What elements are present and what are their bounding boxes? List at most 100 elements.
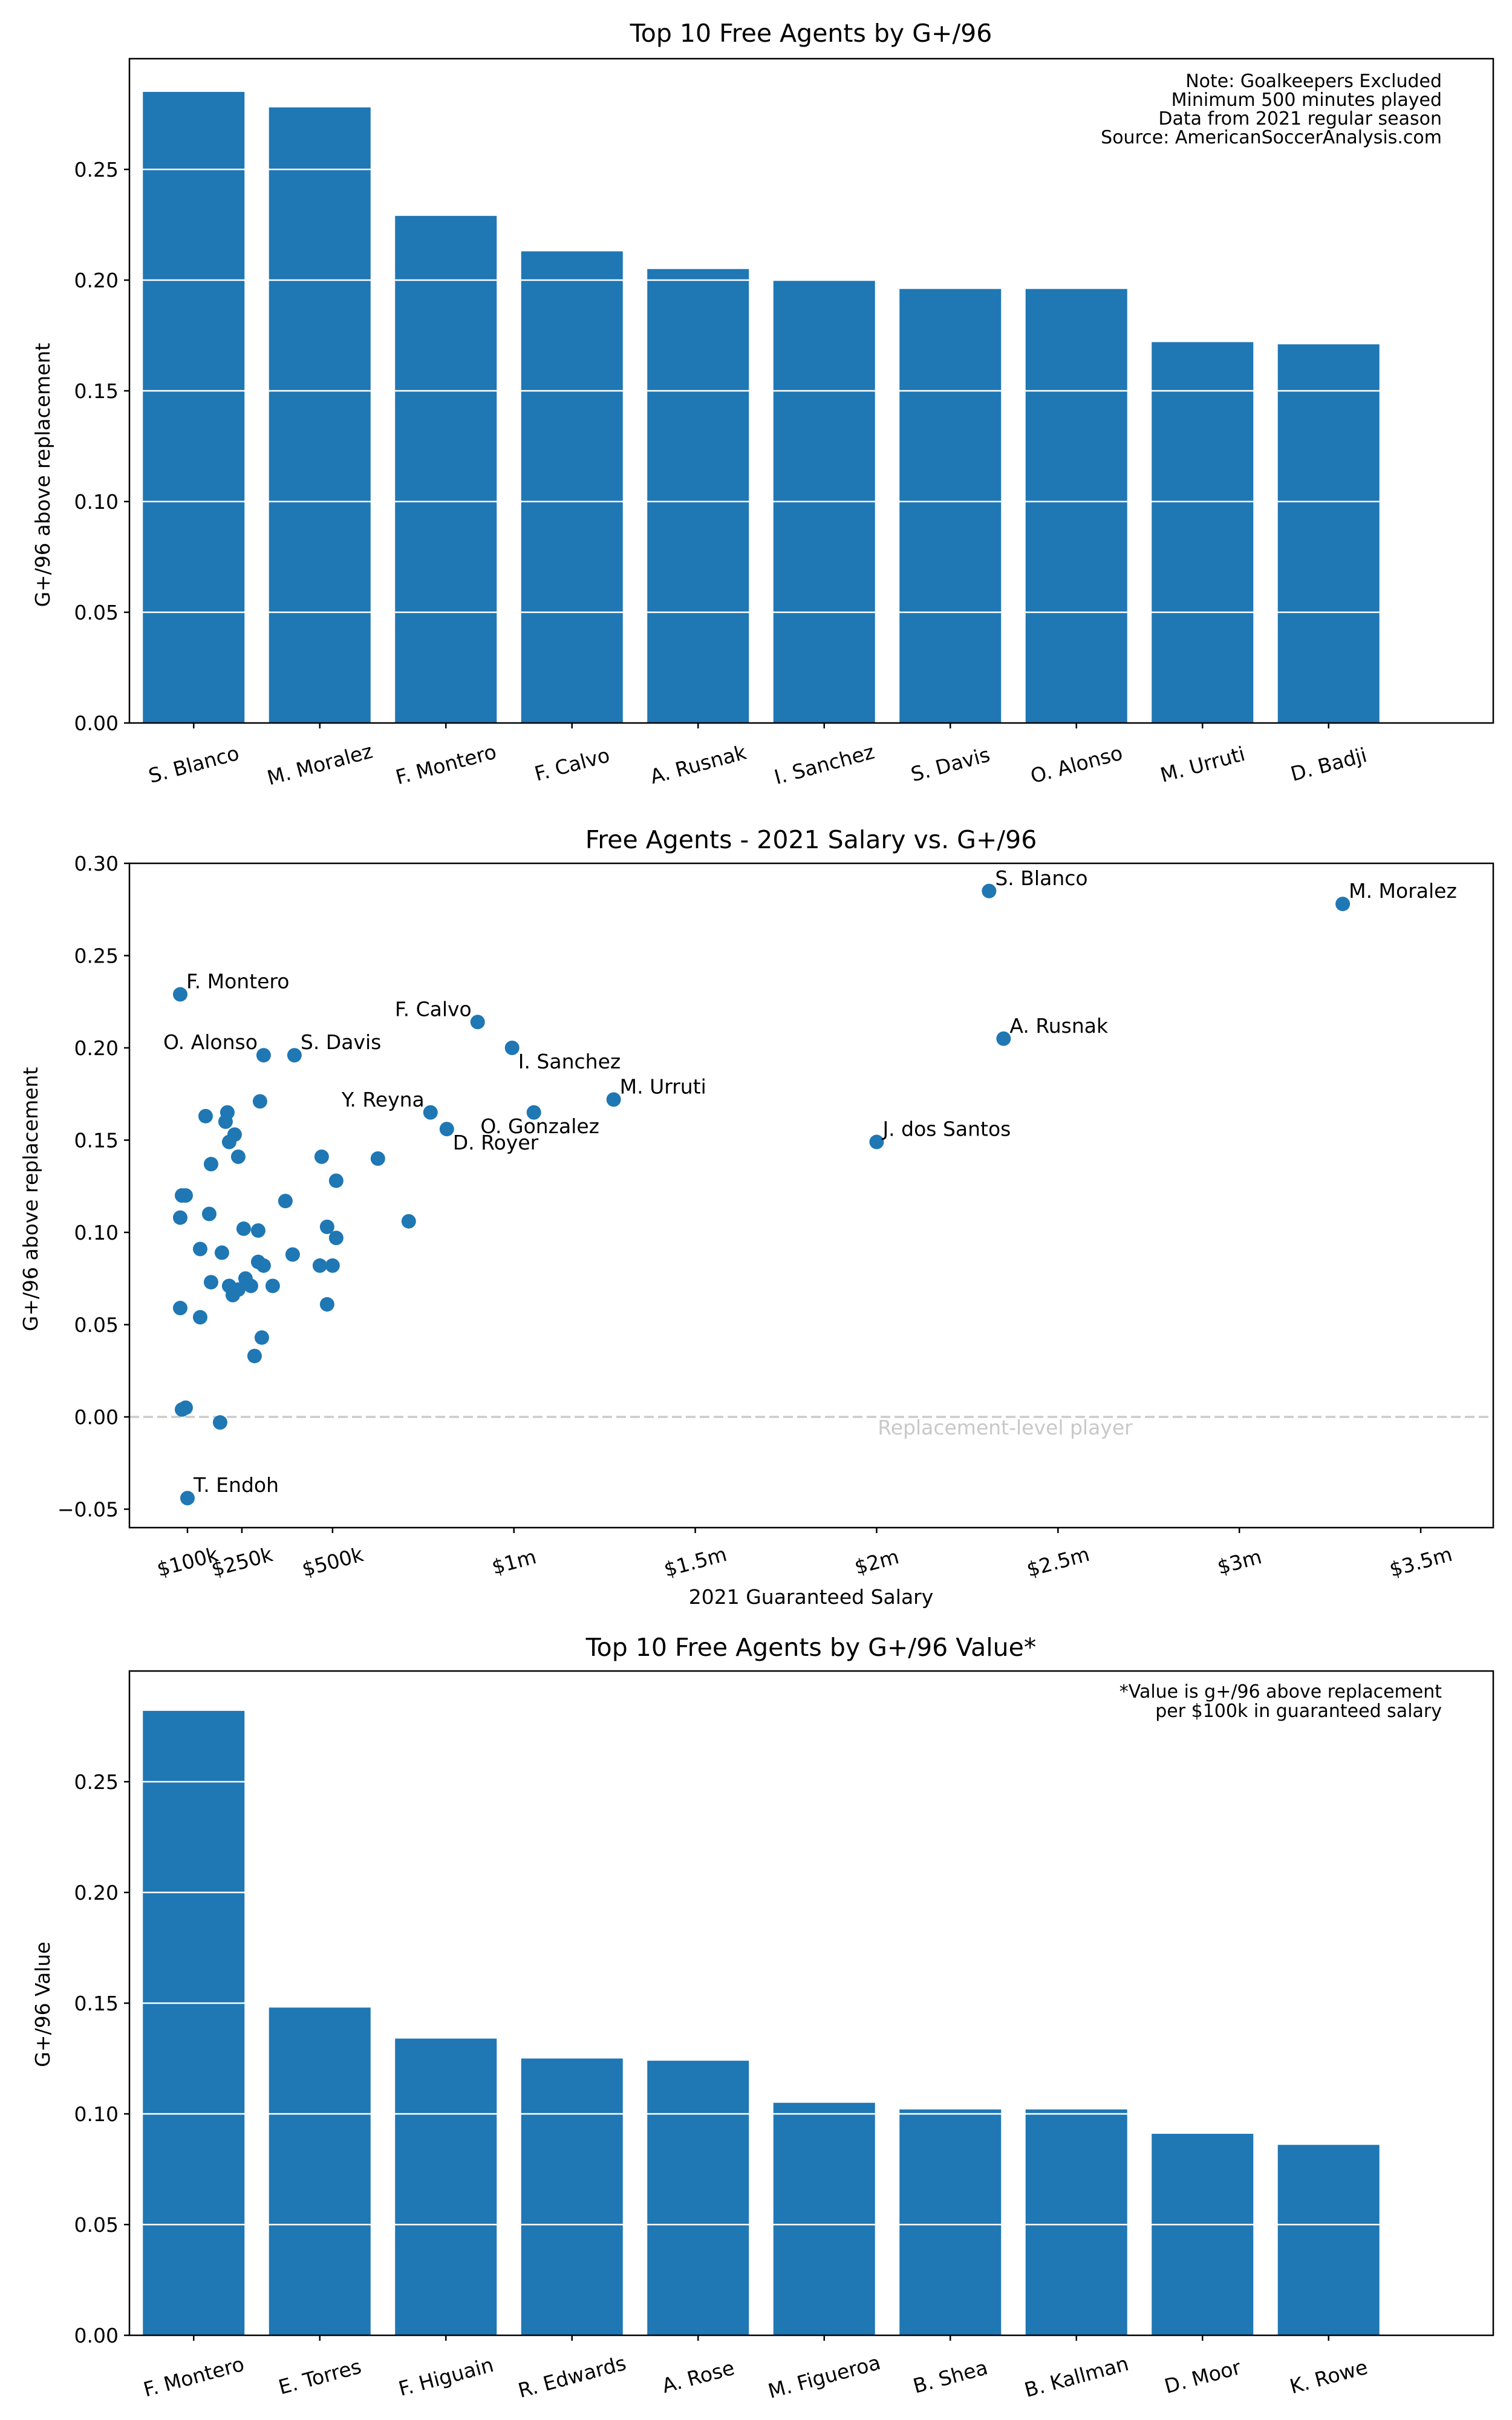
c1-bar <box>1277 344 1380 723</box>
c1-y-tick-label: 0.20 <box>74 269 119 292</box>
c3-y-tick-label: 0.20 <box>74 1881 119 1905</box>
c1-bar <box>647 269 749 723</box>
chart-1-gridlines <box>129 168 1493 613</box>
scatter-point <box>325 1258 340 1273</box>
scatter-point <box>423 1105 438 1120</box>
scatter-point <box>439 1122 454 1137</box>
chart-3-note-line: per $100k in guaranteed salary <box>1155 1701 1442 1722</box>
chart-3-y-axis-label: G+/96 Value <box>31 1941 54 2067</box>
c3-y-tick-label: 0.00 <box>74 2324 119 2347</box>
scatter-point <box>247 1349 262 1364</box>
scatter-point <box>218 1114 233 1129</box>
c1-bar <box>395 215 497 723</box>
c3-bar <box>1277 2145 1380 2335</box>
scatter-point <box>201 1206 217 1221</box>
scatter-point <box>198 1108 213 1123</box>
scatter-point-label: O. Alonso <box>163 1030 258 1054</box>
c2-y-tick-label: 0.00 <box>74 1405 119 1429</box>
chart-2-y-ticks: −0.05 0.00 0.05 0.10 0.15 0.20 0.25 0.30 <box>57 852 129 1522</box>
c1-bar <box>899 289 1002 723</box>
c3-bar <box>1025 2109 1127 2335</box>
chart-1-note-line: Note: Goalkeepers Excluded <box>1185 71 1442 92</box>
c3-bar <box>143 1710 245 2335</box>
chart-2-title: Free Agents - 2021 Salary vs. G+/96 <box>585 825 1037 854</box>
chart-3-gridlines <box>129 1781 1493 2226</box>
scatter-point <box>192 1241 207 1257</box>
scatter-point <box>606 1092 621 1107</box>
chart-3-title: Top 10 Free Agents by G+/96 Value* <box>585 1633 1037 1662</box>
chart-2-x-axis-label: 2021 Guaranteed Salary <box>689 1585 934 1609</box>
chart-1-note-line: Source: AmericanSoccerAnalysis.com <box>1101 127 1442 148</box>
scatter-point <box>250 1223 266 1238</box>
c3-y-tick-label: 0.15 <box>74 1992 119 2015</box>
chart-3-y-ticks: 0.00 0.05 0.10 0.15 0.20 0.25 <box>74 1770 129 2347</box>
chart-2-points <box>172 883 1351 1506</box>
scatter-point <box>256 1258 271 1273</box>
chart-3-note: *Value is g+/96 above replacement per $1… <box>1119 1681 1442 1722</box>
c1-bar <box>269 107 371 723</box>
c3-bar <box>521 2058 623 2335</box>
c1-y-tick-label: 0.00 <box>74 711 119 735</box>
scatter-point <box>285 1247 300 1262</box>
scatter-point-label: S. Blanco <box>995 866 1087 890</box>
scatter-point <box>470 1015 485 1030</box>
scatter-point <box>212 1415 227 1430</box>
c1-bar <box>521 251 623 723</box>
c1-bar <box>143 91 245 723</box>
chart-2-plot-frame <box>128 862 1494 1529</box>
scatter-point-label: S. Davis <box>301 1030 381 1054</box>
scatter-point <box>172 987 187 1002</box>
c3-bar <box>1152 2133 1254 2335</box>
chart-3-bars <box>143 1710 1380 2335</box>
scatter-point-label: O. Gonzalez <box>480 1114 599 1138</box>
scatter-point <box>225 1287 240 1303</box>
scatter-point <box>172 1210 187 1225</box>
c1-y-tick-label: 0.05 <box>74 601 119 624</box>
scatter-point <box>319 1297 334 1312</box>
scatter-point <box>203 1157 218 1172</box>
scatter-point-label: Y. Reyna <box>341 1088 425 1111</box>
scatter-point <box>174 1402 189 1417</box>
c3-y-tick-label: 0.25 <box>74 1770 119 1794</box>
scatter-point <box>236 1221 251 1236</box>
c2-y-tick-label: 0.20 <box>74 1036 119 1060</box>
chart-top-g96: Top 10 Free Agents by G+/96 G+/96 above … <box>31 19 1494 790</box>
chart-2-replacement-label: Replacement-level player <box>878 1416 1133 1439</box>
scatter-point <box>982 883 997 898</box>
scatter-point <box>278 1194 293 1209</box>
c3-bar <box>269 2007 371 2335</box>
scatter-point <box>319 1219 334 1234</box>
c2-y-tick-label: 0.15 <box>74 1129 119 1153</box>
chart-1-note-line: Data from 2021 regular season <box>1158 108 1442 129</box>
scatter-point <box>180 1491 195 1506</box>
c2-y-tick-label: 0.10 <box>74 1221 119 1244</box>
c1-y-tick-label: 0.25 <box>74 158 119 182</box>
c3-bar <box>647 2061 749 2335</box>
scatter-point <box>203 1275 218 1290</box>
scatter-point-label: D. Royer <box>453 1131 539 1154</box>
c2-y-tick-label: 0.25 <box>74 944 119 968</box>
scatter-point <box>221 1134 236 1150</box>
scatter-point <box>254 1330 269 1345</box>
scatter-point-label: I. Sanchez <box>518 1050 621 1073</box>
scatter-point-label: T. Endoh <box>193 1473 279 1497</box>
scatter-point-label: M. Urruti <box>620 1074 706 1098</box>
scatter-point <box>312 1258 327 1273</box>
c3-y-tick-label: 0.10 <box>74 2102 119 2126</box>
scatter-point <box>526 1105 541 1120</box>
scatter-point-label: F. Montero <box>186 970 290 993</box>
chart-1-y-ticks: 0.00 0.05 0.10 0.15 0.20 0.25 <box>74 158 129 735</box>
c1-y-tick-label: 0.10 <box>74 490 119 514</box>
scatter-point-label: J. dos Santos <box>881 1117 1011 1141</box>
scatter-point <box>252 1094 267 1109</box>
chart-1-title: Top 10 Free Agents by G+/96 <box>630 19 992 48</box>
c3-y-tick-label: 0.05 <box>74 2213 119 2237</box>
scatter-point <box>401 1214 416 1229</box>
chart-2-y-axis-label: G+/96 above replacement <box>19 1067 42 1332</box>
scatter-point <box>243 1278 258 1293</box>
scatter-point-label: F. Calvo <box>395 997 472 1021</box>
scatter-point <box>265 1278 280 1293</box>
c1-bar <box>1152 342 1254 723</box>
